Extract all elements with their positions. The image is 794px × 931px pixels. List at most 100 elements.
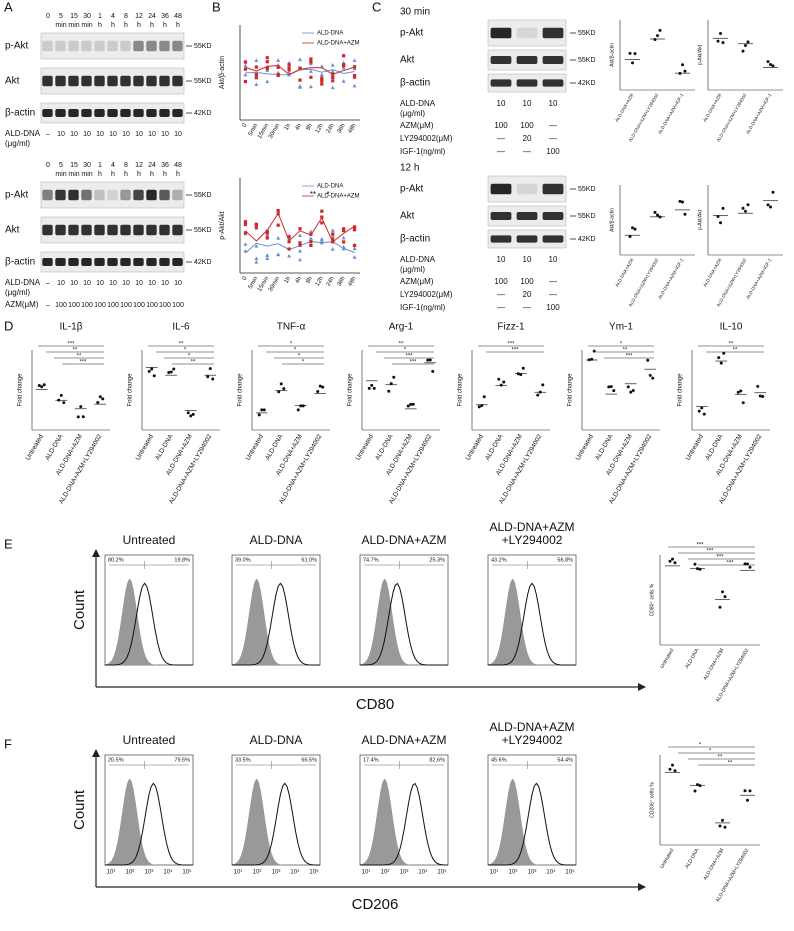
dot: [296, 408, 300, 412]
dot: [276, 209, 280, 213]
band: [42, 75, 53, 87]
label: ALD-DNA: [317, 184, 343, 190]
dot: [265, 229, 269, 233]
dot: [502, 380, 506, 384]
band: [81, 258, 92, 266]
band: [542, 212, 564, 220]
band: [68, 109, 79, 117]
band: [42, 40, 53, 52]
label: ALD-DNA: [317, 31, 343, 37]
sample-histogram: [105, 782, 194, 866]
dot: [277, 390, 281, 394]
dot: [673, 561, 677, 565]
dot: [254, 65, 258, 69]
label: 100: [520, 121, 534, 130]
label: TNF-α: [277, 322, 306, 333]
dot: [254, 222, 258, 226]
label: h: [111, 22, 115, 29]
label: 10⁵: [309, 869, 319, 876]
dot: [243, 67, 248, 71]
axis-arrow: [638, 683, 646, 691]
label: 100: [94, 302, 106, 309]
label: 10: [109, 131, 117, 138]
label: C: [372, 0, 381, 14]
label: h: [98, 22, 102, 29]
dot: [101, 397, 105, 401]
dot: [678, 199, 682, 203]
dot: [678, 71, 682, 75]
dot: [282, 387, 286, 391]
label: ALD-DNA+AZM+LY294002: [716, 257, 748, 307]
label: Untreated: [575, 433, 596, 462]
dot: [298, 257, 302, 262]
label: Akt: [400, 211, 415, 222]
dot: [320, 79, 324, 83]
label: 42KD: [194, 259, 212, 266]
label: ALD-DNA+AZM: [361, 533, 446, 547]
dot: [766, 203, 770, 207]
sample-histogram: [488, 782, 577, 866]
label: 82.6%: [429, 757, 445, 763]
label: 8h: [305, 123, 314, 132]
dot: [628, 234, 632, 238]
label: 10: [497, 255, 506, 264]
label: ALD-DNA: [264, 433, 285, 462]
significance: *: [620, 342, 623, 348]
label: 0: [46, 162, 50, 169]
label: 8h: [305, 276, 314, 285]
label: 10: [109, 280, 117, 287]
label: 10⁴: [290, 869, 300, 876]
band: [107, 109, 118, 117]
label: ALD-DNA+AZM: [317, 194, 360, 200]
dot: [409, 402, 413, 406]
label: 12: [135, 13, 143, 20]
dot: [298, 227, 302, 231]
dot: [276, 236, 281, 240]
sample-histogram: [104, 582, 193, 666]
significance: *: [188, 354, 191, 360]
dot: [700, 406, 704, 410]
dot: [743, 789, 747, 793]
label: 42KD: [578, 236, 596, 243]
dot: [352, 255, 357, 259]
band: [542, 183, 564, 195]
label: 55KD: [578, 57, 596, 64]
axis-arrow: [92, 749, 100, 757]
label: ALD-DNA+AZM+LY294002: [628, 257, 660, 307]
dot: [516, 372, 520, 376]
dot: [696, 567, 699, 571]
label: 48: [174, 13, 182, 20]
dot: [330, 69, 335, 73]
label: 10²: [381, 870, 390, 876]
label: 10⁵: [182, 869, 192, 876]
trend-line: [245, 64, 355, 76]
label: 5: [59, 13, 63, 20]
label: –: [46, 131, 50, 138]
band: [107, 224, 118, 236]
label: h: [163, 22, 167, 29]
dot: [81, 415, 85, 419]
label: LY294002(μM): [400, 134, 453, 143]
label: min: [81, 171, 92, 178]
label: 5min: [248, 123, 260, 137]
label: h: [137, 171, 141, 178]
dot: [276, 65, 280, 69]
label: ALD-DNA: [44, 433, 65, 462]
band: [68, 258, 79, 266]
dot: [633, 52, 637, 56]
label: min: [55, 171, 66, 178]
dot: [756, 384, 760, 388]
label: β-actin: [5, 257, 35, 268]
band: [172, 258, 183, 266]
dot: [298, 243, 302, 247]
significance: **: [399, 342, 404, 348]
band: [133, 40, 144, 52]
dot: [287, 68, 291, 72]
dot: [308, 229, 313, 234]
label: D: [4, 318, 13, 333]
dot: [702, 412, 706, 416]
label: LY294002(μM): [400, 290, 453, 299]
dot: [98, 395, 102, 399]
dot: [746, 40, 750, 44]
